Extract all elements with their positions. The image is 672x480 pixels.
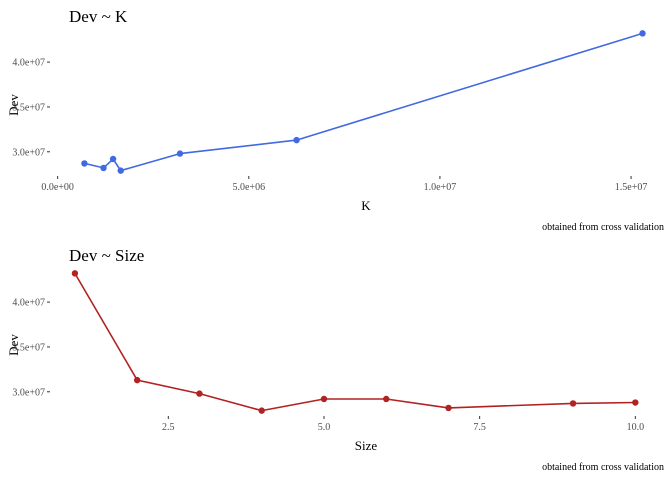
data-point — [100, 164, 107, 172]
x-tick-label: 10.0 — [627, 422, 645, 433]
chart-title-size: Dev ~ Size — [69, 246, 144, 265]
data-point — [109, 155, 117, 163]
data-point — [569, 400, 577, 407]
x-axis-title-size: Size — [355, 438, 378, 453]
y-tick-label: 3.0e+07 — [12, 147, 45, 158]
data-point — [383, 395, 390, 403]
panel-dev-vs-k: Dev ~ K Dev K obtained from cross valida… — [6, 7, 664, 233]
caption-k: obtained from cross validation — [542, 222, 664, 233]
data-point — [133, 376, 141, 384]
axes-size: 2.5 5.0 7.5 10.0 3.0e+07 3.5e+07 4.0e+07 — [12, 298, 644, 433]
y-tick-label: 3.5e+07 — [12, 102, 45, 113]
series-line — [74, 272, 636, 412]
data-point — [293, 136, 300, 144]
data-point — [320, 395, 328, 403]
panel-dev-vs-size: Dev ~ Size Dev Size obtained from cross … — [6, 246, 664, 473]
x-tick-label: 5.0e+06 — [232, 182, 265, 193]
y-tick-label: 4.0e+07 — [12, 298, 45, 309]
chart-title-k: Dev ~ K — [69, 7, 128, 26]
x-tick-label: 5.0 — [318, 422, 331, 433]
data-point — [176, 150, 184, 157]
y-axis-title-size: Dev — [6, 334, 21, 356]
data-point — [445, 404, 452, 412]
x-tick-label: 1.0e+07 — [424, 182, 457, 193]
x-axis-title-k: K — [361, 198, 371, 213]
series-line — [84, 32, 643, 172]
axes-k: 0.0e+00 5.0e+06 1.0e+07 1.5e+07 3.0e+07 3.5e+… — [12, 58, 647, 193]
data-point — [639, 30, 646, 37]
data-point — [196, 390, 203, 397]
data-point — [81, 160, 88, 167]
x-tick-label: 7.5 — [473, 422, 486, 433]
y-axis-title-k: Dev — [6, 94, 21, 116]
x-tick-label: 0.0e+00 — [41, 182, 74, 193]
y-tick-label: 3.5e+07 — [12, 342, 45, 353]
y-tick-label: 3.0e+07 — [12, 387, 45, 398]
data-point — [71, 270, 79, 277]
x-tick-label: 2.5 — [162, 422, 175, 433]
caption-size: obtained from cross validation — [542, 462, 664, 473]
marks-size — [71, 270, 639, 414]
data-point — [117, 167, 124, 174]
marks-k — [81, 30, 646, 174]
data-point — [632, 399, 639, 406]
data-point — [258, 407, 265, 414]
y-tick-label: 4.0e+07 — [12, 58, 45, 69]
x-tick-label: 1.5e+07 — [615, 182, 648, 193]
